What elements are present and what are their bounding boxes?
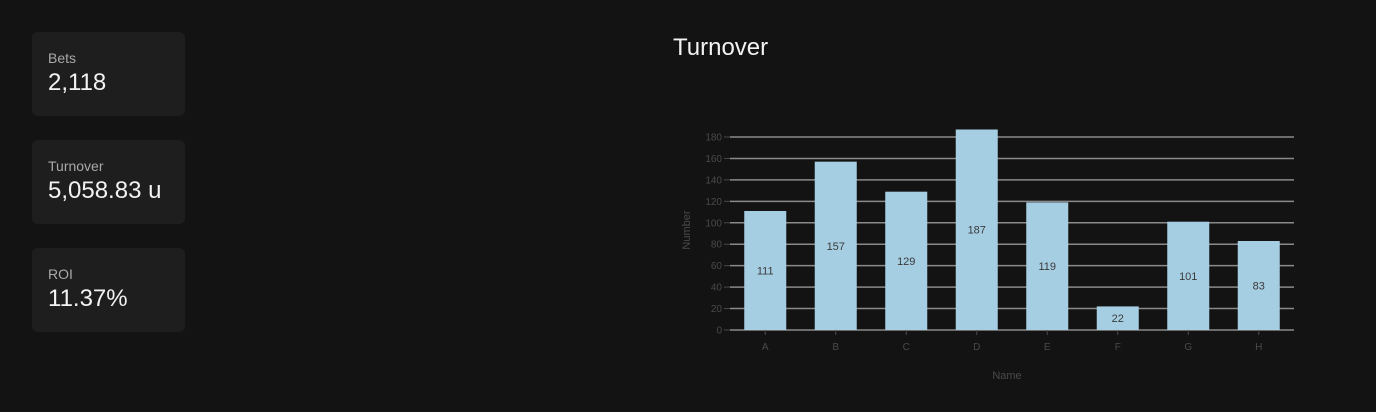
bar-value-label: 22: [1112, 313, 1124, 325]
y-tick-label: 140: [705, 175, 722, 186]
bar-value-label: 119: [1038, 261, 1056, 273]
bar: [1026, 202, 1069, 330]
x-tick-label: B: [832, 342, 839, 353]
bar: [1237, 241, 1280, 330]
bar-chart: 0 20 40 60 80 100 120 140 160 180 111 A 157 B 129 C 187 D…: [681, 129, 1294, 382]
x-tick-label: D: [973, 342, 980, 353]
x-tick-label: G: [1184, 342, 1192, 353]
stat-label: Turnover: [48, 158, 104, 174]
bar-value-label: 111: [757, 265, 774, 277]
bar-value-label: 83: [1253, 281, 1265, 293]
x-tick-label: H: [1255, 342, 1262, 353]
y-tick-label: 20: [711, 304, 723, 315]
bar: [814, 161, 857, 330]
y-axis-label: Number: [681, 210, 693, 249]
y-tick-label: 40: [711, 283, 723, 294]
stat-label: Bets: [48, 50, 77, 66]
y-tick-label: 60: [711, 261, 723, 272]
y-tick-label: 80: [711, 240, 723, 251]
x-tick-label: A: [762, 342, 769, 353]
x-axis-label: Name: [992, 370, 1021, 382]
bar-value-label: 187: [968, 225, 986, 237]
y-tick-label: 0: [716, 326, 722, 337]
y-tick-label: 120: [705, 197, 722, 208]
y-tick-label: 100: [705, 218, 722, 229]
stat-label: ROI: [48, 266, 73, 282]
x-tick-label: C: [903, 342, 910, 353]
bar: [1096, 306, 1139, 330]
x-tick-label: E: [1044, 342, 1051, 353]
stat-value: 5,058.83 u: [48, 177, 162, 204]
chart-title: Turnover: [673, 34, 769, 61]
bar: [1167, 221, 1210, 330]
bar-value-label: 157: [827, 241, 845, 253]
stat-value: 2,118: [48, 69, 107, 96]
bar: [955, 129, 998, 330]
stat-card-roi: ROI 11.37%: [32, 248, 185, 332]
stat-value: 11.37%: [48, 285, 128, 312]
bar-value-label: 101: [1179, 271, 1197, 283]
bar: [744, 210, 787, 330]
stat-card-turnover: Turnover 5,058.83 u: [32, 140, 185, 224]
y-tick-label: 180: [705, 133, 722, 144]
bar: [885, 191, 928, 330]
bar-value-label: 129: [897, 256, 915, 268]
x-tick-label: F: [1115, 342, 1121, 353]
stat-card-bets: Bets 2,118: [32, 32, 185, 116]
y-tick-label: 160: [705, 154, 722, 165]
